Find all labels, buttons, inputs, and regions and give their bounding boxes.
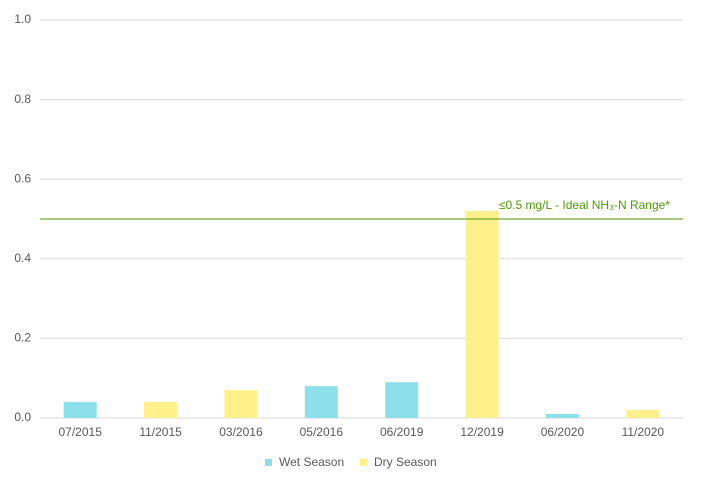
y-tick-label: 0.0: [14, 410, 31, 424]
legend-label: Wet Season: [279, 455, 344, 469]
x-tick-label: 06/2019: [380, 425, 424, 439]
bar: [144, 402, 178, 418]
x-tick-label: 11/2015: [139, 425, 182, 439]
x-tick-label: 11/2020: [622, 425, 665, 439]
y-tick-label: 0.6: [14, 171, 31, 185]
x-tick-label: 12/2019: [460, 425, 504, 439]
legend-label: Dry Season: [374, 455, 437, 469]
x-tick-label: 07/2015: [58, 425, 102, 439]
x-tick-label: 06/2020: [541, 425, 585, 439]
x-tick-label: 03/2016: [219, 425, 263, 439]
bar: [465, 211, 499, 418]
x-tick-label: 05/2016: [300, 425, 344, 439]
legend-swatch: [360, 459, 367, 466]
reference-label: ≤0.5 mg/L - Ideal NH₃-N Range*: [499, 198, 670, 212]
y-tick-label: 1.0: [14, 12, 31, 26]
y-tick-label: 0.4: [14, 251, 31, 265]
bar: [63, 402, 97, 418]
bar: [545, 414, 579, 418]
bar: [304, 386, 338, 418]
bar: [224, 390, 258, 418]
legend-swatch: [265, 459, 272, 466]
bar: [626, 410, 660, 418]
y-tick-label: 0.8: [14, 92, 31, 106]
y-tick-label: 0.2: [14, 331, 31, 345]
bar: [385, 382, 419, 418]
